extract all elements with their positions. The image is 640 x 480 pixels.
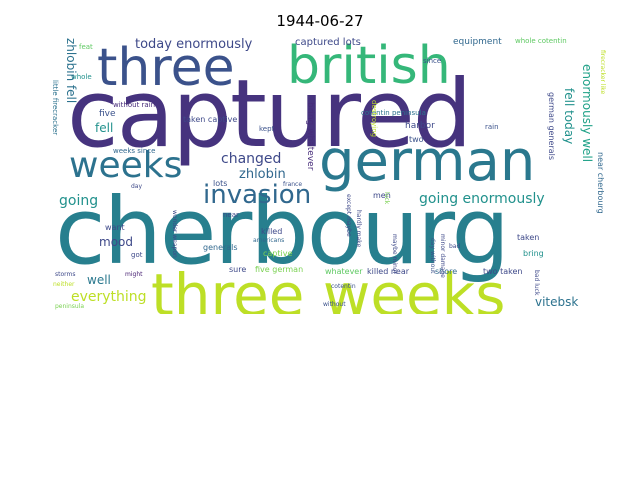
figure-title: 1944-06-27 (276, 12, 364, 30)
word: zhlobin (239, 167, 286, 182)
word: lots (213, 179, 228, 188)
word: cherbourg (55, 178, 510, 285)
word: hardly make (355, 210, 362, 248)
word: cotentin peninsula (361, 109, 426, 117)
word: since (423, 57, 442, 65)
word: mood (99, 235, 133, 249)
word: except maybe (345, 194, 352, 237)
word: everything (71, 289, 147, 305)
word: enormously well (580, 64, 594, 163)
word: taken (517, 233, 540, 242)
word: bad (449, 243, 461, 250)
word: whole cotentin (515, 37, 567, 45)
word: luck (383, 192, 390, 205)
word: day without (429, 238, 436, 274)
word: france (283, 181, 303, 188)
word: cotentin (331, 283, 356, 290)
word: killed (261, 227, 283, 236)
word: well (87, 273, 111, 287)
word: near cherbourg (596, 152, 605, 214)
word: minor damage (439, 234, 446, 278)
word: bad luck (533, 270, 540, 296)
word: british (287, 36, 451, 96)
word: whole (71, 73, 92, 81)
word: german generals (547, 92, 556, 161)
word: fell (95, 121, 114, 135)
word: vitebsk (535, 295, 579, 309)
word: shore (435, 267, 458, 276)
word: two taken (483, 267, 523, 276)
word: bring (523, 249, 544, 258)
word: whatever (325, 267, 363, 276)
word: without (323, 301, 346, 308)
word: captive (263, 249, 293, 258)
word: german (319, 129, 536, 194)
word: storms (55, 271, 76, 278)
word: might (125, 271, 143, 278)
word: americans (253, 237, 285, 244)
word: destroying (370, 100, 378, 138)
word: sure (229, 265, 247, 274)
word: killed near (367, 267, 410, 276)
word: three weeks (151, 261, 506, 314)
word: firecracker like (599, 50, 606, 95)
word: two (409, 135, 424, 144)
word: day (131, 183, 143, 190)
word: men (373, 191, 391, 200)
word: little firecracker (51, 80, 59, 136)
word: want (105, 223, 125, 232)
word: captured lots (295, 37, 361, 48)
word-cloud: captured cherbourg three weeks german th… (47, 34, 607, 314)
word: generals (203, 243, 238, 252)
word: zhlobin fell (64, 38, 78, 104)
word: taken captive (183, 115, 238, 124)
word: neither (53, 281, 75, 288)
word: captured (67, 60, 472, 169)
word: feat (79, 43, 93, 51)
word: maybe minor (391, 234, 398, 274)
word: wonder weapon (171, 210, 178, 258)
word: harbor (405, 121, 435, 131)
word: changed (221, 151, 282, 167)
word: three (97, 38, 235, 98)
word: today enormously (135, 37, 253, 52)
word: invasion (203, 180, 312, 210)
word: weeks since (113, 147, 156, 155)
word: fell today (562, 88, 576, 145)
word: five (99, 109, 116, 119)
word: equipment (453, 37, 502, 47)
word: going (59, 193, 99, 209)
word: peninsula (55, 303, 85, 310)
word: going enormously (419, 191, 545, 207)
word: weeks (69, 145, 183, 186)
word: got (131, 251, 143, 259)
word: kept (259, 125, 275, 133)
word: five german (255, 265, 304, 274)
word: near (223, 211, 239, 219)
word: bring whatever (305, 102, 315, 171)
word: rain (485, 123, 499, 131)
word: without rain (113, 101, 156, 109)
